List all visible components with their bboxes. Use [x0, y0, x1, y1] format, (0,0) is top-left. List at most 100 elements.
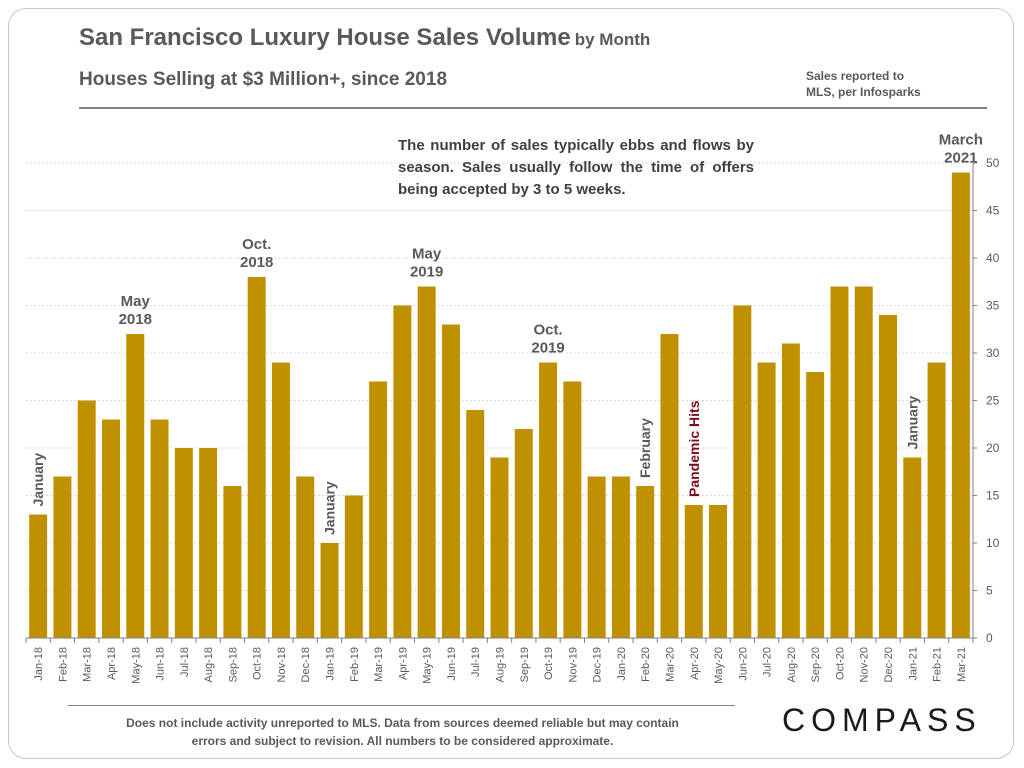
x-tick-label: May-19: [422, 647, 434, 684]
bar-annotation: 2019: [410, 264, 443, 281]
bar-annotation: Oct.: [242, 236, 271, 253]
x-tick-label: Jul-19: [470, 647, 482, 677]
x-tick-label: Feb-18: [57, 647, 69, 682]
bar: [296, 476, 315, 638]
footer-divider: [68, 705, 735, 706]
bar-annotation: 2018: [240, 254, 273, 271]
bar: [806, 372, 825, 638]
bar-annotation: February: [637, 418, 653, 478]
annotations: JanuaryMay2018Oct.2018JanuaryMay2019Oct.…: [30, 132, 983, 536]
bar-annotation: January: [322, 481, 338, 535]
y-tick-label: 40: [986, 251, 1000, 265]
bar: [733, 305, 752, 638]
bar-annotation: 2018: [119, 311, 152, 328]
x-tick-label: Aug-20: [786, 647, 798, 682]
bar: [53, 476, 72, 638]
x-tick-label: Mar-18: [82, 647, 94, 682]
bar: [951, 172, 970, 638]
source-note: Sales reported to MLS, per Infosparks: [806, 69, 921, 99]
y-tick-label: 35: [986, 299, 1000, 313]
bar: [587, 476, 606, 638]
x-tick-label: Oct-19: [543, 647, 555, 680]
y-tick-label: 50: [986, 156, 1000, 170]
bar: [393, 305, 412, 638]
bar: [563, 381, 582, 638]
bars: [29, 172, 970, 638]
bar: [369, 381, 388, 638]
x-tick-label: Feb-20: [640, 647, 652, 682]
x-tick-label: Jun-19: [446, 647, 458, 681]
bar-annotation: January: [904, 396, 920, 450]
bar: [781, 343, 800, 638]
bar: [150, 419, 169, 638]
bar: [271, 362, 290, 638]
footer-disclaimer: Does not include activity unreported to …: [126, 716, 679, 748]
bar: [636, 486, 655, 638]
x-tick-label: Mar-20: [664, 647, 676, 682]
bar: [830, 286, 849, 638]
x-tick-label: Feb-21: [932, 647, 944, 682]
bar: [539, 362, 558, 638]
bar-annotation: May: [121, 293, 151, 310]
y-tick-label: 10: [986, 536, 1000, 550]
y-tick-label: 5: [986, 584, 993, 598]
y-tick-label: 15: [986, 489, 1000, 503]
bar: [320, 543, 339, 638]
bar: [77, 400, 96, 638]
x-tick-label: Sep-20: [810, 647, 822, 682]
x-tick-label: Oct-18: [252, 647, 264, 680]
bar-annotation: 2019: [531, 340, 564, 357]
x-tick-label: Dec-19: [592, 647, 604, 682]
bar-annotation: May: [412, 246, 442, 263]
title-suffix: by Month: [574, 30, 651, 49]
compass-logo: COMPASS: [782, 702, 982, 738]
bar: [757, 362, 776, 638]
x-tick-label: Feb-19: [349, 647, 361, 682]
x-tick-label: Mar-21: [956, 647, 968, 682]
y-tick-label: 0: [986, 631, 993, 645]
bar: [879, 315, 897, 638]
bar: [660, 334, 679, 638]
bar: [247, 277, 266, 638]
header-divider: [79, 107, 987, 109]
x-tick-label: Apr-20: [689, 647, 701, 680]
x-tick-label: Nov-20: [859, 647, 871, 682]
x-tick-label: Dec-20: [883, 647, 895, 682]
x-tick-label: Jul-20: [762, 647, 774, 677]
bar: [854, 286, 873, 638]
x-tick-label: Oct-20: [834, 647, 846, 680]
bar: [466, 410, 485, 638]
title-main: San Francisco Luxury House Sales Volume: [79, 24, 571, 51]
y-tick-label: 20: [986, 441, 1000, 455]
x-tick-label: Jan-19: [325, 647, 337, 681]
x-tick-label: Apr-18: [106, 647, 118, 680]
bar: [441, 324, 460, 638]
x-tick-label: Nov-18: [276, 647, 288, 682]
bar-annotation: Pandemic Hits: [686, 400, 702, 497]
bar: [126, 334, 145, 638]
x-tick-label: Jan-20: [616, 647, 628, 681]
x-tick-label: Jun-18: [155, 647, 167, 681]
bar: [102, 419, 120, 638]
bar-annotation: 2021: [944, 150, 977, 167]
bar: [174, 448, 193, 638]
x-tick-label: Jan-21: [907, 647, 919, 681]
bar-chart: 0 5 10 15 20 25 30 35 40 45 50 Jan-18 Feb-18 Mar-18 Ap…: [25, 132, 1000, 684]
x-tick-label: Sep-19: [519, 647, 531, 682]
chart-subtitle: Houses Selling at $3 Million+, since 201…: [79, 69, 448, 90]
bar: [199, 448, 218, 638]
x-tick-label: Jan-18: [33, 647, 45, 681]
bar: [223, 486, 242, 638]
x-tick-label: May-20: [713, 647, 725, 684]
chart-title: San Francisco Luxury House Sales Volume b…: [79, 24, 650, 52]
bar: [514, 429, 533, 638]
x-tick-label: Nov-19: [567, 647, 579, 682]
x-tick-label: Dec-18: [300, 647, 312, 682]
bar-annotation: January: [30, 453, 46, 507]
bar: [903, 457, 922, 638]
x-tick-label: Mar-19: [373, 647, 385, 682]
y-tick-label: 25: [986, 394, 1000, 408]
x-tick-label: Aug-18: [203, 647, 215, 682]
commentary-text: The number of sales typically ebbs and f…: [398, 137, 754, 198]
bar: [927, 362, 946, 638]
